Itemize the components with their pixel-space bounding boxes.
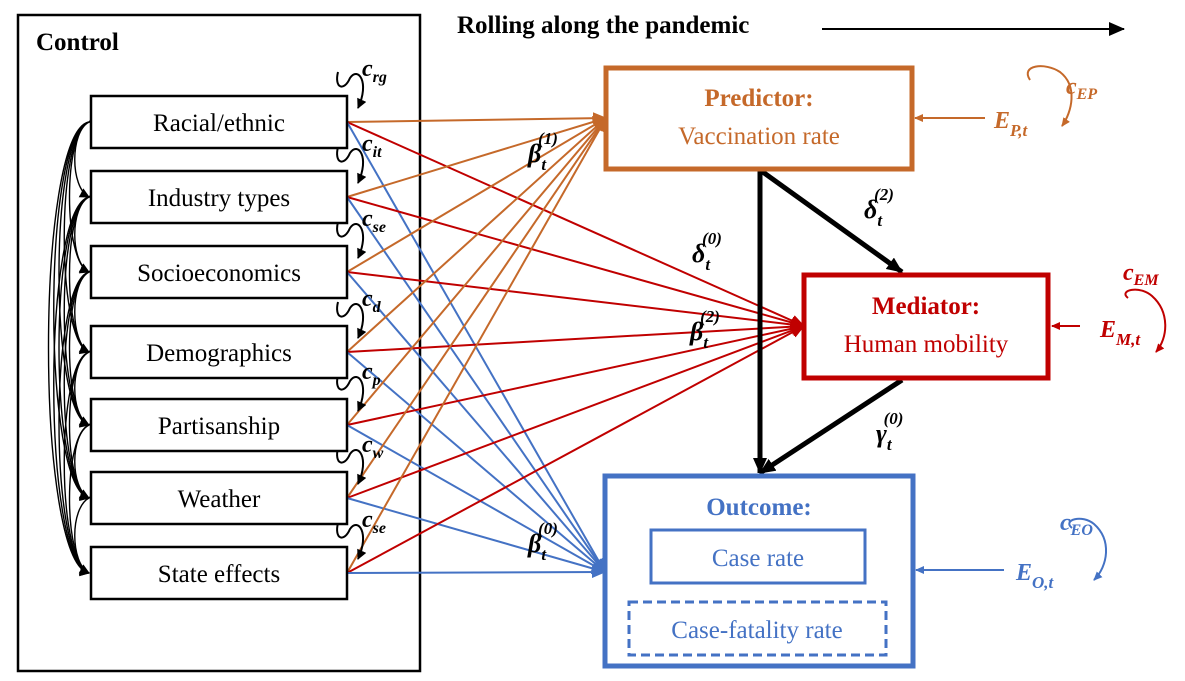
self-loop-arc [336, 146, 367, 184]
control-edges [346, 112, 805, 579]
predictor-title: Predictor: [704, 85, 813, 112]
control-item: Racial/ethnic [89, 94, 349, 150]
edge-3-to-mediator [346, 320, 805, 353]
control-label: Weather [178, 486, 261, 513]
edge-0-to-mediator [346, 121, 805, 327]
predictor-error-self-loop [1026, 65, 1073, 127]
self-loop-arc [336, 301, 367, 339]
edge-1-to-mediator [346, 196, 805, 329]
self-loop-arc [336, 374, 367, 412]
edge-4-to-mediator [346, 322, 805, 426]
case-fatality-label: Case-fatality rate [671, 617, 842, 644]
control-item: Socioeconomics [89, 244, 349, 300]
control-correlation-arcs [47, 113, 100, 577]
correlation-arc [74, 343, 100, 426]
control-label: Partisanship [158, 413, 280, 440]
control-label: Socioeconomics [137, 260, 301, 287]
outcome-self-coef: cEO [1060, 510, 1093, 539]
control-item: Industry types [89, 169, 349, 225]
edge-3-to-outcome [346, 351, 606, 573]
control-label: Racial/ethnic [153, 110, 285, 137]
predictor-box [603, 65, 915, 172]
outcome-box [602, 473, 916, 669]
beta1-label: βt(1) [527, 129, 558, 174]
edge-2-to-predictor [346, 117, 607, 273]
case-rate-label: Case rate [712, 545, 804, 572]
control-items: Racial/ethnic Industry types Socioeconomic… [89, 94, 349, 601]
control-box [89, 470, 349, 526]
control-label: Industry types [148, 185, 290, 212]
edge-0-to-predictor [346, 112, 607, 125]
self-loop-arc [336, 221, 367, 259]
mediator-to-outcome-arrow [758, 377, 904, 476]
outcome-title: Outcome: [706, 494, 812, 521]
control-title: Control [36, 29, 119, 56]
control-self-loops: crg cit cse cd cp cw cse [336, 56, 387, 560]
self-loop-arc [336, 447, 367, 485]
delta2-label: δt(2) [864, 185, 894, 230]
control-box [89, 244, 349, 300]
predictor-self-coef: cEP [1066, 74, 1097, 103]
beta2-label: βt(2) [689, 307, 720, 352]
self-loop-coef: cit [362, 131, 382, 161]
case-rate-box [649, 528, 867, 585]
edge-1-to-outcome [346, 196, 606, 573]
control-box [89, 94, 349, 150]
control-label: Demographics [146, 340, 292, 367]
correlation-arc [53, 190, 99, 576]
self-loop-coef: cse [362, 507, 386, 537]
control-item: Weather [89, 470, 349, 526]
edge-2-to-mediator [346, 271, 805, 331]
self-loop-arc [336, 522, 367, 560]
edge-6-to-outcome [346, 566, 606, 579]
control-frame [16, 13, 422, 673]
control-item: Demographics [89, 324, 349, 380]
control-box [89, 169, 349, 225]
case-fatality-box [627, 600, 888, 657]
gamma0-label: γt(0) [876, 409, 903, 454]
self-loop-coef: crg [362, 56, 387, 86]
predictor-subtitle: Vaccination rate [678, 123, 840, 150]
self-loop-coef: cd [362, 286, 382, 316]
mediator-box [801, 272, 1051, 381]
correlation-arc [53, 115, 99, 501]
predictor-to-mediator-arrow [758, 167, 904, 275]
self-loop-coef: cp [362, 359, 381, 389]
self-loop-coef: cw [362, 432, 384, 462]
control-box [89, 397, 349, 453]
correlation-arc [74, 489, 100, 574]
control-label: State effects [158, 561, 280, 588]
control-box [89, 324, 349, 380]
control-item: State effects [89, 545, 349, 601]
edge-3-to-predictor [346, 117, 607, 353]
mediator-self-coef: cEM [1123, 260, 1159, 289]
edge-1-to-predictor [346, 116, 607, 198]
edge-2-to-outcome [346, 271, 606, 573]
mediator-title: Mediator: [872, 293, 980, 320]
correlation-arc [47, 115, 99, 577]
mediator-error-label: EM,t [1099, 317, 1141, 349]
header-title: Rolling along the pandemic [457, 12, 749, 39]
edge-6-to-mediator [346, 325, 805, 574]
edge-6-to-predictor [346, 117, 607, 574]
outcome-error-self-loop [1068, 517, 1108, 581]
edge-4-to-predictor [346, 117, 607, 426]
delta0-label: δt(0) [692, 229, 722, 274]
outcome-error-label: EO,t [1015, 560, 1055, 592]
beta0-label: βt(0) [527, 519, 558, 564]
self-loop-arc [336, 71, 367, 109]
predictor-error-label: EP,t [993, 108, 1028, 140]
control-box [89, 545, 349, 601]
self-loop-coef: cse [362, 206, 386, 236]
edge-4-to-outcome [346, 424, 606, 573]
edge-5-to-outcome [346, 497, 606, 575]
edge-5-to-mediator [346, 324, 805, 499]
edge-5-to-predictor [346, 117, 607, 499]
control-item: Partisanship [89, 397, 349, 453]
mediator-error-self-loop [1124, 288, 1167, 353]
mediator-subtitle: Human mobility [844, 331, 1009, 358]
